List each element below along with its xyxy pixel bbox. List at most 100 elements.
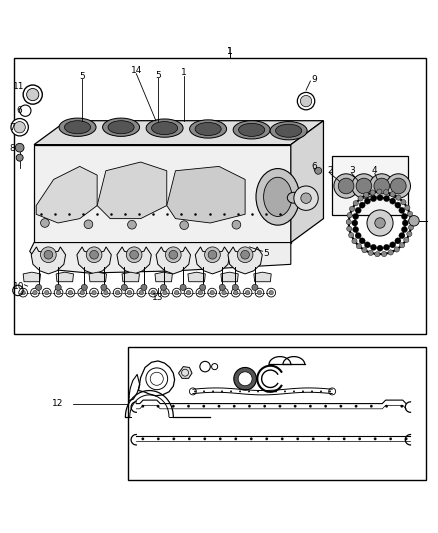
Circle shape <box>302 391 304 392</box>
Text: 6: 6 <box>311 162 317 171</box>
Circle shape <box>27 88 39 101</box>
Polygon shape <box>77 247 111 274</box>
Circle shape <box>293 391 295 392</box>
Circle shape <box>399 243 405 248</box>
Polygon shape <box>34 144 291 243</box>
Circle shape <box>347 213 352 218</box>
Circle shape <box>377 195 383 201</box>
Circle shape <box>200 284 206 290</box>
Circle shape <box>222 290 226 295</box>
Circle shape <box>157 405 159 408</box>
Polygon shape <box>31 247 66 274</box>
Circle shape <box>384 244 390 251</box>
Circle shape <box>187 405 190 408</box>
Circle shape <box>384 196 390 201</box>
Circle shape <box>320 391 322 392</box>
Circle shape <box>126 247 142 263</box>
Polygon shape <box>36 166 97 223</box>
Ellipse shape <box>152 122 178 135</box>
Ellipse shape <box>264 177 292 216</box>
Circle shape <box>389 438 392 440</box>
Polygon shape <box>195 247 230 274</box>
Text: 1: 1 <box>227 47 233 56</box>
Circle shape <box>81 284 87 290</box>
Circle shape <box>127 290 132 295</box>
Circle shape <box>230 391 232 392</box>
Circle shape <box>68 290 73 295</box>
Circle shape <box>375 218 385 228</box>
Circle shape <box>198 290 202 295</box>
Circle shape <box>311 391 313 392</box>
Circle shape <box>163 290 167 295</box>
Ellipse shape <box>239 123 265 136</box>
Circle shape <box>386 174 410 198</box>
Circle shape <box>141 284 147 290</box>
Circle shape <box>80 290 85 295</box>
Polygon shape <box>221 272 238 282</box>
Circle shape <box>346 220 351 224</box>
Circle shape <box>57 290 61 295</box>
Text: 5: 5 <box>155 71 161 80</box>
Circle shape <box>395 238 401 244</box>
Circle shape <box>130 251 138 259</box>
Circle shape <box>402 220 408 226</box>
Circle shape <box>339 405 342 408</box>
Ellipse shape <box>59 118 96 136</box>
Ellipse shape <box>233 120 270 139</box>
Circle shape <box>371 196 377 201</box>
Circle shape <box>14 122 25 133</box>
Circle shape <box>180 221 188 230</box>
Circle shape <box>202 405 205 408</box>
Circle shape <box>399 207 405 213</box>
Circle shape <box>388 250 393 255</box>
Circle shape <box>241 251 250 259</box>
Polygon shape <box>34 120 323 144</box>
Circle shape <box>269 290 273 295</box>
Circle shape <box>212 391 214 392</box>
Text: 14: 14 <box>131 66 142 75</box>
Circle shape <box>188 438 191 440</box>
Circle shape <box>350 206 355 212</box>
Circle shape <box>281 438 283 440</box>
Text: 9: 9 <box>312 75 318 84</box>
Polygon shape <box>122 272 139 282</box>
Circle shape <box>294 405 297 408</box>
Circle shape <box>169 251 178 259</box>
Circle shape <box>194 391 196 392</box>
Text: 13: 13 <box>152 293 164 302</box>
Circle shape <box>16 154 23 161</box>
Circle shape <box>92 290 96 295</box>
Circle shape <box>257 391 259 392</box>
Circle shape <box>400 405 403 408</box>
Circle shape <box>186 290 191 295</box>
Circle shape <box>364 192 369 197</box>
Circle shape <box>395 202 401 208</box>
Circle shape <box>121 284 127 290</box>
Circle shape <box>405 205 410 211</box>
Circle shape <box>221 391 223 392</box>
Circle shape <box>175 290 179 295</box>
Circle shape <box>55 284 61 290</box>
Circle shape <box>374 438 377 440</box>
Circle shape <box>353 227 359 232</box>
Circle shape <box>239 391 241 392</box>
Circle shape <box>257 290 261 295</box>
Circle shape <box>349 232 354 238</box>
Circle shape <box>33 290 37 295</box>
Circle shape <box>204 438 206 440</box>
Circle shape <box>210 290 214 295</box>
Circle shape <box>297 92 315 110</box>
Circle shape <box>237 247 253 263</box>
Circle shape <box>374 252 380 257</box>
Circle shape <box>362 247 367 253</box>
Circle shape <box>359 202 365 208</box>
Ellipse shape <box>195 123 221 135</box>
Circle shape <box>245 290 250 295</box>
Circle shape <box>208 251 217 259</box>
Text: 8: 8 <box>9 144 15 154</box>
Circle shape <box>352 220 358 226</box>
Circle shape <box>141 405 144 408</box>
Circle shape <box>367 210 393 236</box>
Circle shape <box>309 405 312 408</box>
Circle shape <box>141 438 144 440</box>
